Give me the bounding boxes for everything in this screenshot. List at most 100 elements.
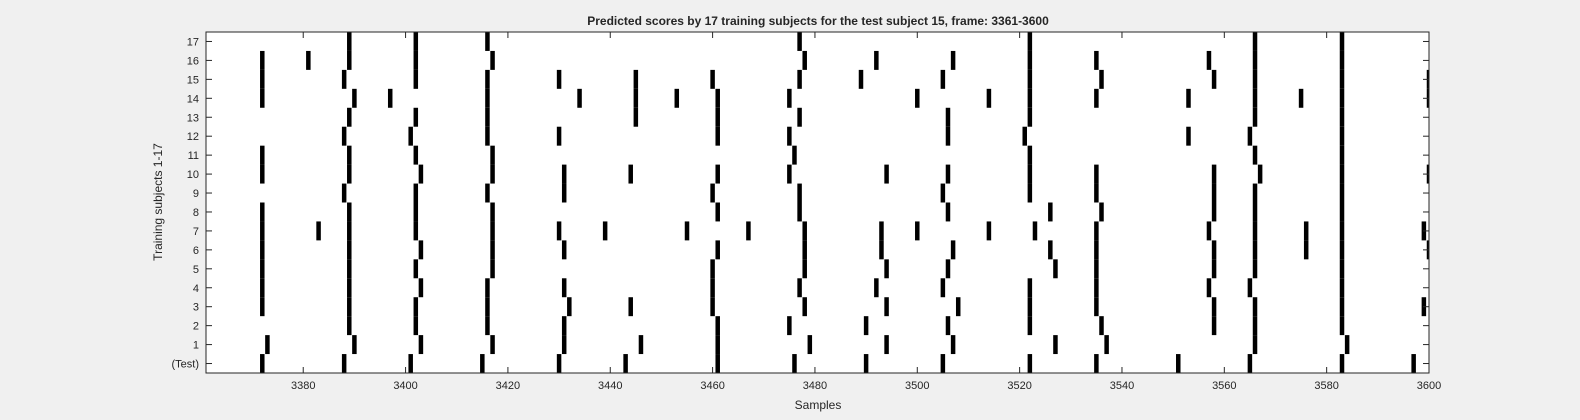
event-mark	[485, 278, 490, 298]
event-mark	[1094, 50, 1099, 70]
event-mark	[1027, 145, 1033, 165]
event-mark	[797, 278, 802, 298]
event-mark	[1027, 50, 1033, 70]
event-mark	[1211, 69, 1217, 89]
event-mark	[490, 335, 495, 355]
event-mark	[628, 164, 633, 184]
event-mark	[561, 183, 567, 203]
event-mark	[1027, 164, 1033, 184]
event-mark	[1211, 183, 1217, 203]
event-mark	[710, 69, 715, 89]
event-mark	[807, 335, 813, 355]
event-mark	[674, 88, 680, 108]
event-mark	[879, 221, 884, 241]
event-mark	[418, 335, 424, 355]
event-mark	[1027, 183, 1033, 203]
event-mark	[413, 316, 419, 336]
event-mark	[418, 240, 424, 260]
event-mark	[316, 221, 321, 241]
event-mark	[792, 354, 797, 373]
event-mark	[1252, 240, 1258, 260]
event-mark	[1027, 32, 1033, 51]
x-tick-label: 3540	[1110, 380, 1134, 392]
x-tick-label: 3400	[393, 380, 417, 392]
event-mark	[1094, 259, 1099, 279]
event-mark	[797, 69, 802, 89]
event-mark	[485, 183, 490, 203]
event-mark	[628, 297, 633, 317]
event-mark	[1339, 107, 1345, 127]
event-mark	[945, 259, 951, 279]
event-mark	[556, 354, 562, 373]
y-tick-label: 10	[187, 169, 199, 181]
event-mark	[1099, 316, 1104, 336]
event-mark	[884, 164, 889, 184]
event-mark	[940, 183, 946, 203]
event-mark	[1094, 297, 1099, 317]
event-mark	[1206, 221, 1212, 241]
event-mark	[1094, 278, 1099, 298]
event-mark	[408, 354, 413, 373]
y-axis-label: Training subjects 1-17	[151, 143, 165, 261]
event-mark	[347, 297, 352, 317]
event-mark	[347, 278, 352, 298]
event-mark	[561, 278, 567, 298]
event-mark	[1339, 126, 1345, 146]
event-mark	[347, 32, 352, 51]
event-mark	[1027, 297, 1033, 317]
event-mark	[1186, 126, 1191, 146]
event-mark	[633, 88, 639, 108]
event-mark	[561, 240, 567, 260]
y-tick-label: 11	[188, 150, 199, 162]
event-mark	[1032, 221, 1038, 241]
plot-frame	[205, 31, 1430, 374]
event-mark	[413, 297, 419, 317]
event-mark	[746, 221, 751, 241]
y-tick-label: 9	[193, 188, 199, 200]
x-tick-label: 3460	[700, 380, 724, 392]
y-tick-label: 1	[193, 340, 199, 352]
event-mark	[710, 297, 715, 317]
event-mark	[915, 221, 920, 241]
event-mark	[884, 259, 889, 279]
event-mark	[347, 202, 352, 222]
event-mark	[1339, 316, 1345, 336]
event-mark	[1339, 354, 1345, 373]
event-mark	[710, 183, 715, 203]
event-mark	[715, 107, 720, 127]
event-mark	[1211, 164, 1217, 184]
event-marks	[260, 32, 1429, 373]
event-mark	[715, 354, 720, 373]
event-mark	[347, 240, 352, 260]
event-mark	[863, 354, 869, 373]
event-mark	[1252, 50, 1258, 70]
event-mark	[1022, 126, 1027, 146]
event-mark	[260, 50, 265, 70]
event-mark	[1339, 202, 1345, 222]
event-mark	[347, 164, 352, 184]
event-mark	[260, 88, 265, 108]
event-mark	[490, 50, 495, 70]
x-tick-label: 3440	[598, 380, 622, 392]
event-mark	[633, 69, 639, 89]
event-mark	[556, 221, 562, 241]
event-mark	[1211, 240, 1217, 260]
event-mark	[561, 316, 567, 336]
event-mark	[260, 69, 265, 89]
event-mark	[945, 164, 951, 184]
event-mark	[1339, 183, 1345, 203]
event-mark	[413, 50, 419, 70]
event-mark	[1211, 202, 1217, 222]
event-mark	[940, 69, 946, 89]
event-mark	[260, 297, 265, 317]
event-mark	[413, 183, 419, 203]
event-mark	[556, 126, 562, 146]
event-mark	[787, 88, 792, 108]
event-mark	[490, 145, 495, 165]
event-mark	[485, 69, 490, 89]
event-mark	[1252, 221, 1258, 241]
event-mark	[1104, 335, 1109, 355]
event-mark	[413, 32, 419, 51]
event-mark	[915, 88, 920, 108]
event-mark	[1206, 50, 1212, 70]
